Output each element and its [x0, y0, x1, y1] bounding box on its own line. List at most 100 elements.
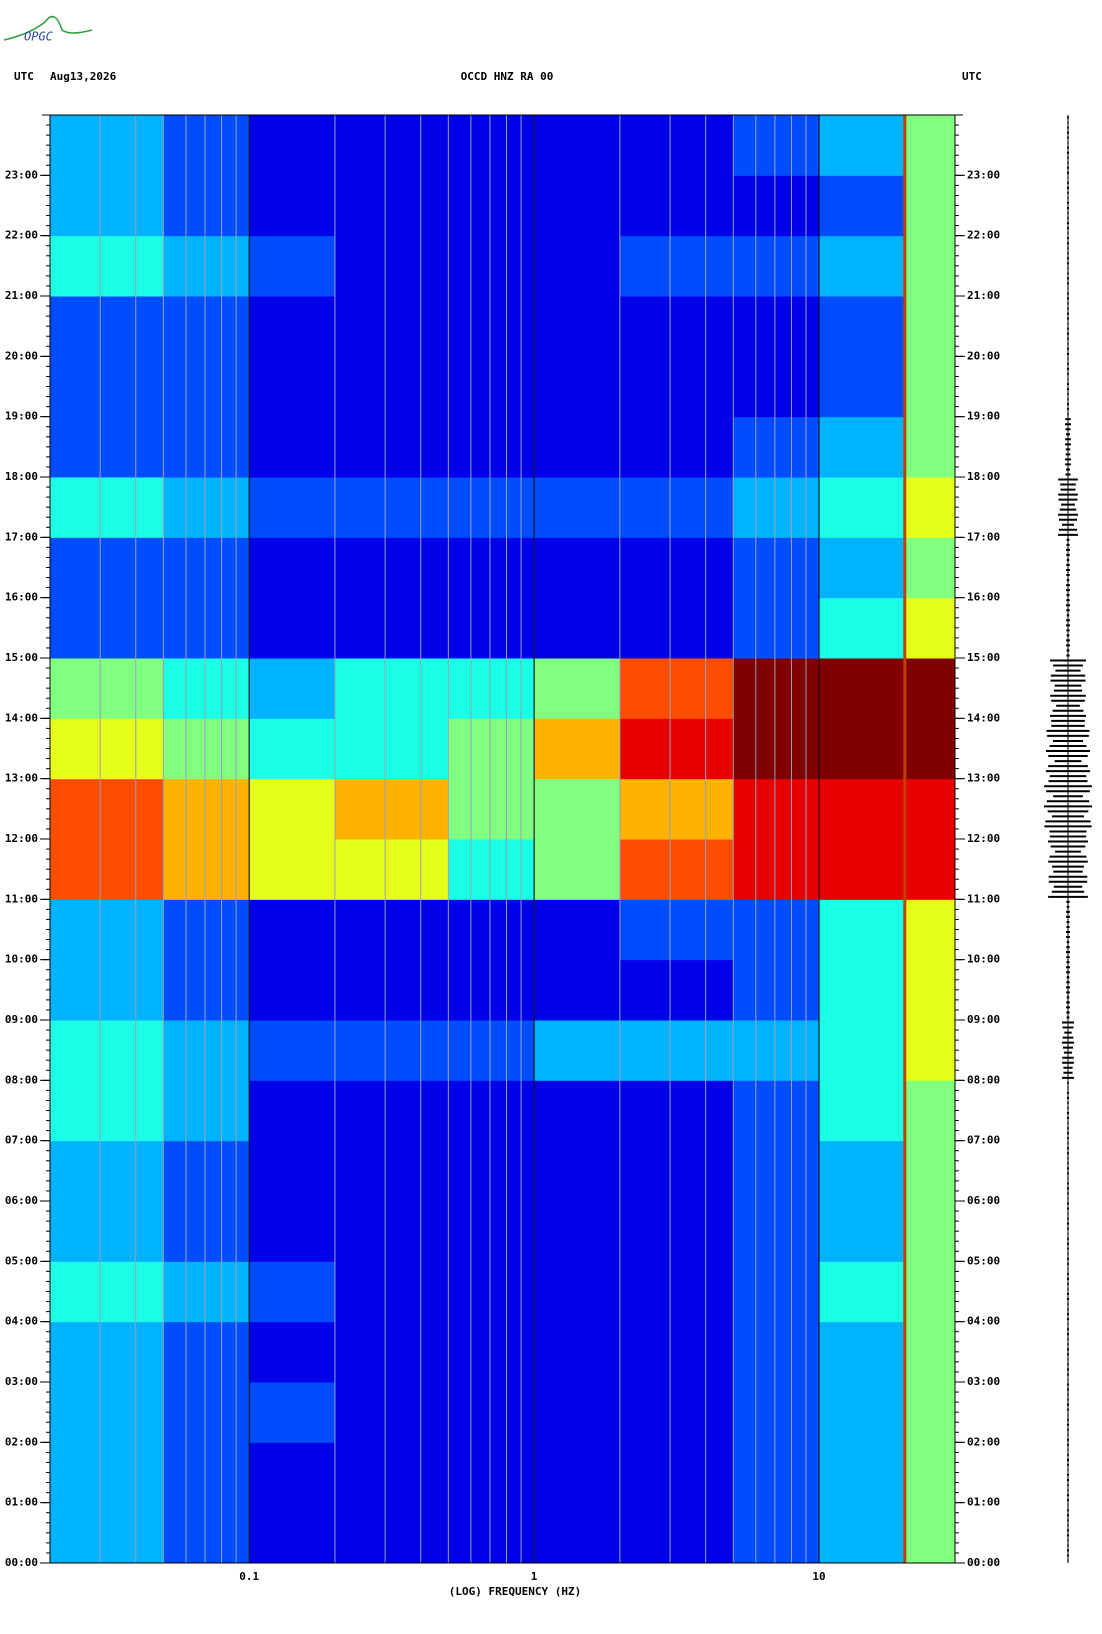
spectrogram-cell — [619, 1201, 734, 1262]
spectrogram-cell — [163, 175, 250, 237]
spectrogram-cell — [448, 1020, 535, 1081]
spectrogram-cell — [619, 416, 734, 478]
y-tick-label-right: 19:00 — [967, 410, 1000, 423]
spectrogram-cell — [334, 416, 449, 478]
spectrogram-cell — [334, 537, 449, 599]
spectrogram-cell — [819, 658, 906, 719]
spectrogram-cell — [534, 356, 621, 418]
trace-segment — [1067, 297, 1069, 355]
spectrogram-cell — [619, 658, 734, 719]
spectrogram-cell — [249, 839, 336, 900]
spectrogram-cell — [448, 235, 535, 297]
spectrogram-cell — [50, 1080, 164, 1142]
spectrogram-cell — [733, 778, 820, 840]
spectrogram-cell — [448, 1261, 535, 1323]
spectrogram-cell — [249, 1080, 336, 1142]
y-tick-label-left: 02:00 — [5, 1435, 38, 1448]
spectrogram-cell — [448, 356, 535, 418]
spectrogram-cell — [50, 477, 164, 538]
spectrogram-cell — [163, 356, 250, 418]
spectrogram-cell — [819, 839, 906, 900]
spectrogram-cell — [819, 115, 906, 176]
spectrogram-cell — [163, 1140, 250, 1202]
spectrogram-cell — [163, 296, 250, 357]
spectrogram-cell — [163, 1080, 250, 1142]
spectrogram-cell — [534, 296, 621, 357]
spectrogram-cell — [819, 1321, 906, 1383]
y-tick-label-left: 16:00 — [5, 591, 38, 604]
spectrogram-cell — [733, 1020, 820, 1081]
y-tick-label-right: 13:00 — [967, 772, 1000, 785]
spectrogram-cell — [163, 416, 250, 478]
spectrogram-cell — [448, 1140, 535, 1202]
spectrogram-cell — [334, 1321, 449, 1383]
spectrogram-cell — [904, 1140, 956, 1202]
spectrogram-cell — [448, 658, 535, 719]
y-tick-label-right: 23:00 — [967, 168, 1000, 181]
spectrogram-cell — [163, 1502, 250, 1564]
y-tick-label-right: 00:00 — [967, 1556, 1000, 1569]
y-tick-label-left: 08:00 — [5, 1073, 38, 1086]
trace-segment — [1050, 659, 1086, 717]
spectrogram-cell — [163, 1321, 250, 1383]
spectrogram-cell — [50, 839, 164, 900]
y-tick-label-left: 15:00 — [5, 651, 38, 664]
spectrogram-cell — [733, 416, 820, 478]
y-tick-label-right: 02:00 — [967, 1435, 1000, 1448]
spectrogram-cell — [334, 1382, 449, 1443]
spectrogram-cell — [448, 296, 535, 357]
spectrogram-cell — [619, 959, 734, 1021]
spectrogram-cell — [448, 839, 535, 900]
spectrogram-cell — [733, 597, 820, 659]
spectrogram-cell — [819, 296, 906, 357]
spectrogram-cell — [249, 1502, 336, 1564]
spectrogram-cell — [50, 1261, 164, 1323]
y-tick-label-left: 07:00 — [5, 1134, 38, 1147]
spectrogram-cell — [50, 175, 164, 237]
spectrogram-cell — [334, 718, 449, 780]
y-tick-label-right: 12:00 — [967, 832, 1000, 845]
trace-segment — [1067, 1142, 1069, 1200]
spectrogram-cell — [904, 1442, 956, 1504]
y-tick-label-left: 22:00 — [5, 229, 38, 242]
spectrogram-cell — [534, 1382, 621, 1443]
spectrogram-cell — [733, 1201, 820, 1262]
spectrogram-cell — [50, 1201, 164, 1262]
spectrogram-cell — [534, 1442, 621, 1504]
spectrogram-cell — [733, 839, 820, 900]
spectrogram-cell — [163, 839, 250, 900]
spectrogram-cell — [819, 1080, 906, 1142]
spectrogram-cell — [334, 175, 449, 237]
trace-segment — [1066, 599, 1070, 657]
spectrogram-cell — [50, 899, 164, 961]
spectrogram-cell — [448, 537, 535, 599]
y-tick-label-left: 23:00 — [5, 168, 38, 181]
x-tick-label: 10 — [812, 1570, 825, 1583]
y-tick-label-right: 20:00 — [967, 349, 1000, 362]
spectrogram-cell — [249, 1382, 336, 1443]
y-tick-label-left: 09:00 — [5, 1013, 38, 1026]
spectrogram-cell — [534, 1201, 621, 1262]
spectrogram-cell — [619, 1261, 734, 1323]
spectrogram-cell — [163, 537, 250, 599]
y-tick-label-left: 06:00 — [5, 1194, 38, 1207]
spectrogram-cell — [534, 235, 621, 297]
spectrogram-cell — [904, 1502, 956, 1564]
spectrogram-cell — [904, 778, 956, 840]
spectrogram-cell — [619, 477, 734, 538]
spectrogram-cell — [904, 1321, 956, 1383]
spectrogram-cell — [163, 597, 250, 659]
spectrogram-cell — [50, 416, 164, 478]
y-tick-label-left: 20:00 — [5, 349, 38, 362]
y-tick-label-left: 00:00 — [5, 1556, 38, 1569]
spectrogram-cell — [249, 1321, 336, 1383]
y-tick-label-left: 12:00 — [5, 832, 38, 845]
spectrogram-cell — [534, 1502, 621, 1564]
spectrogram-cell — [50, 959, 164, 1021]
spectrogram-cell — [448, 1382, 535, 1443]
spectrogram-cell — [904, 899, 956, 961]
y-tick-label-left: 03:00 — [5, 1375, 38, 1388]
spectrogram-cell — [334, 1502, 449, 1564]
spectrogram-cell — [819, 1201, 906, 1262]
spectrogram-cell — [534, 718, 621, 780]
